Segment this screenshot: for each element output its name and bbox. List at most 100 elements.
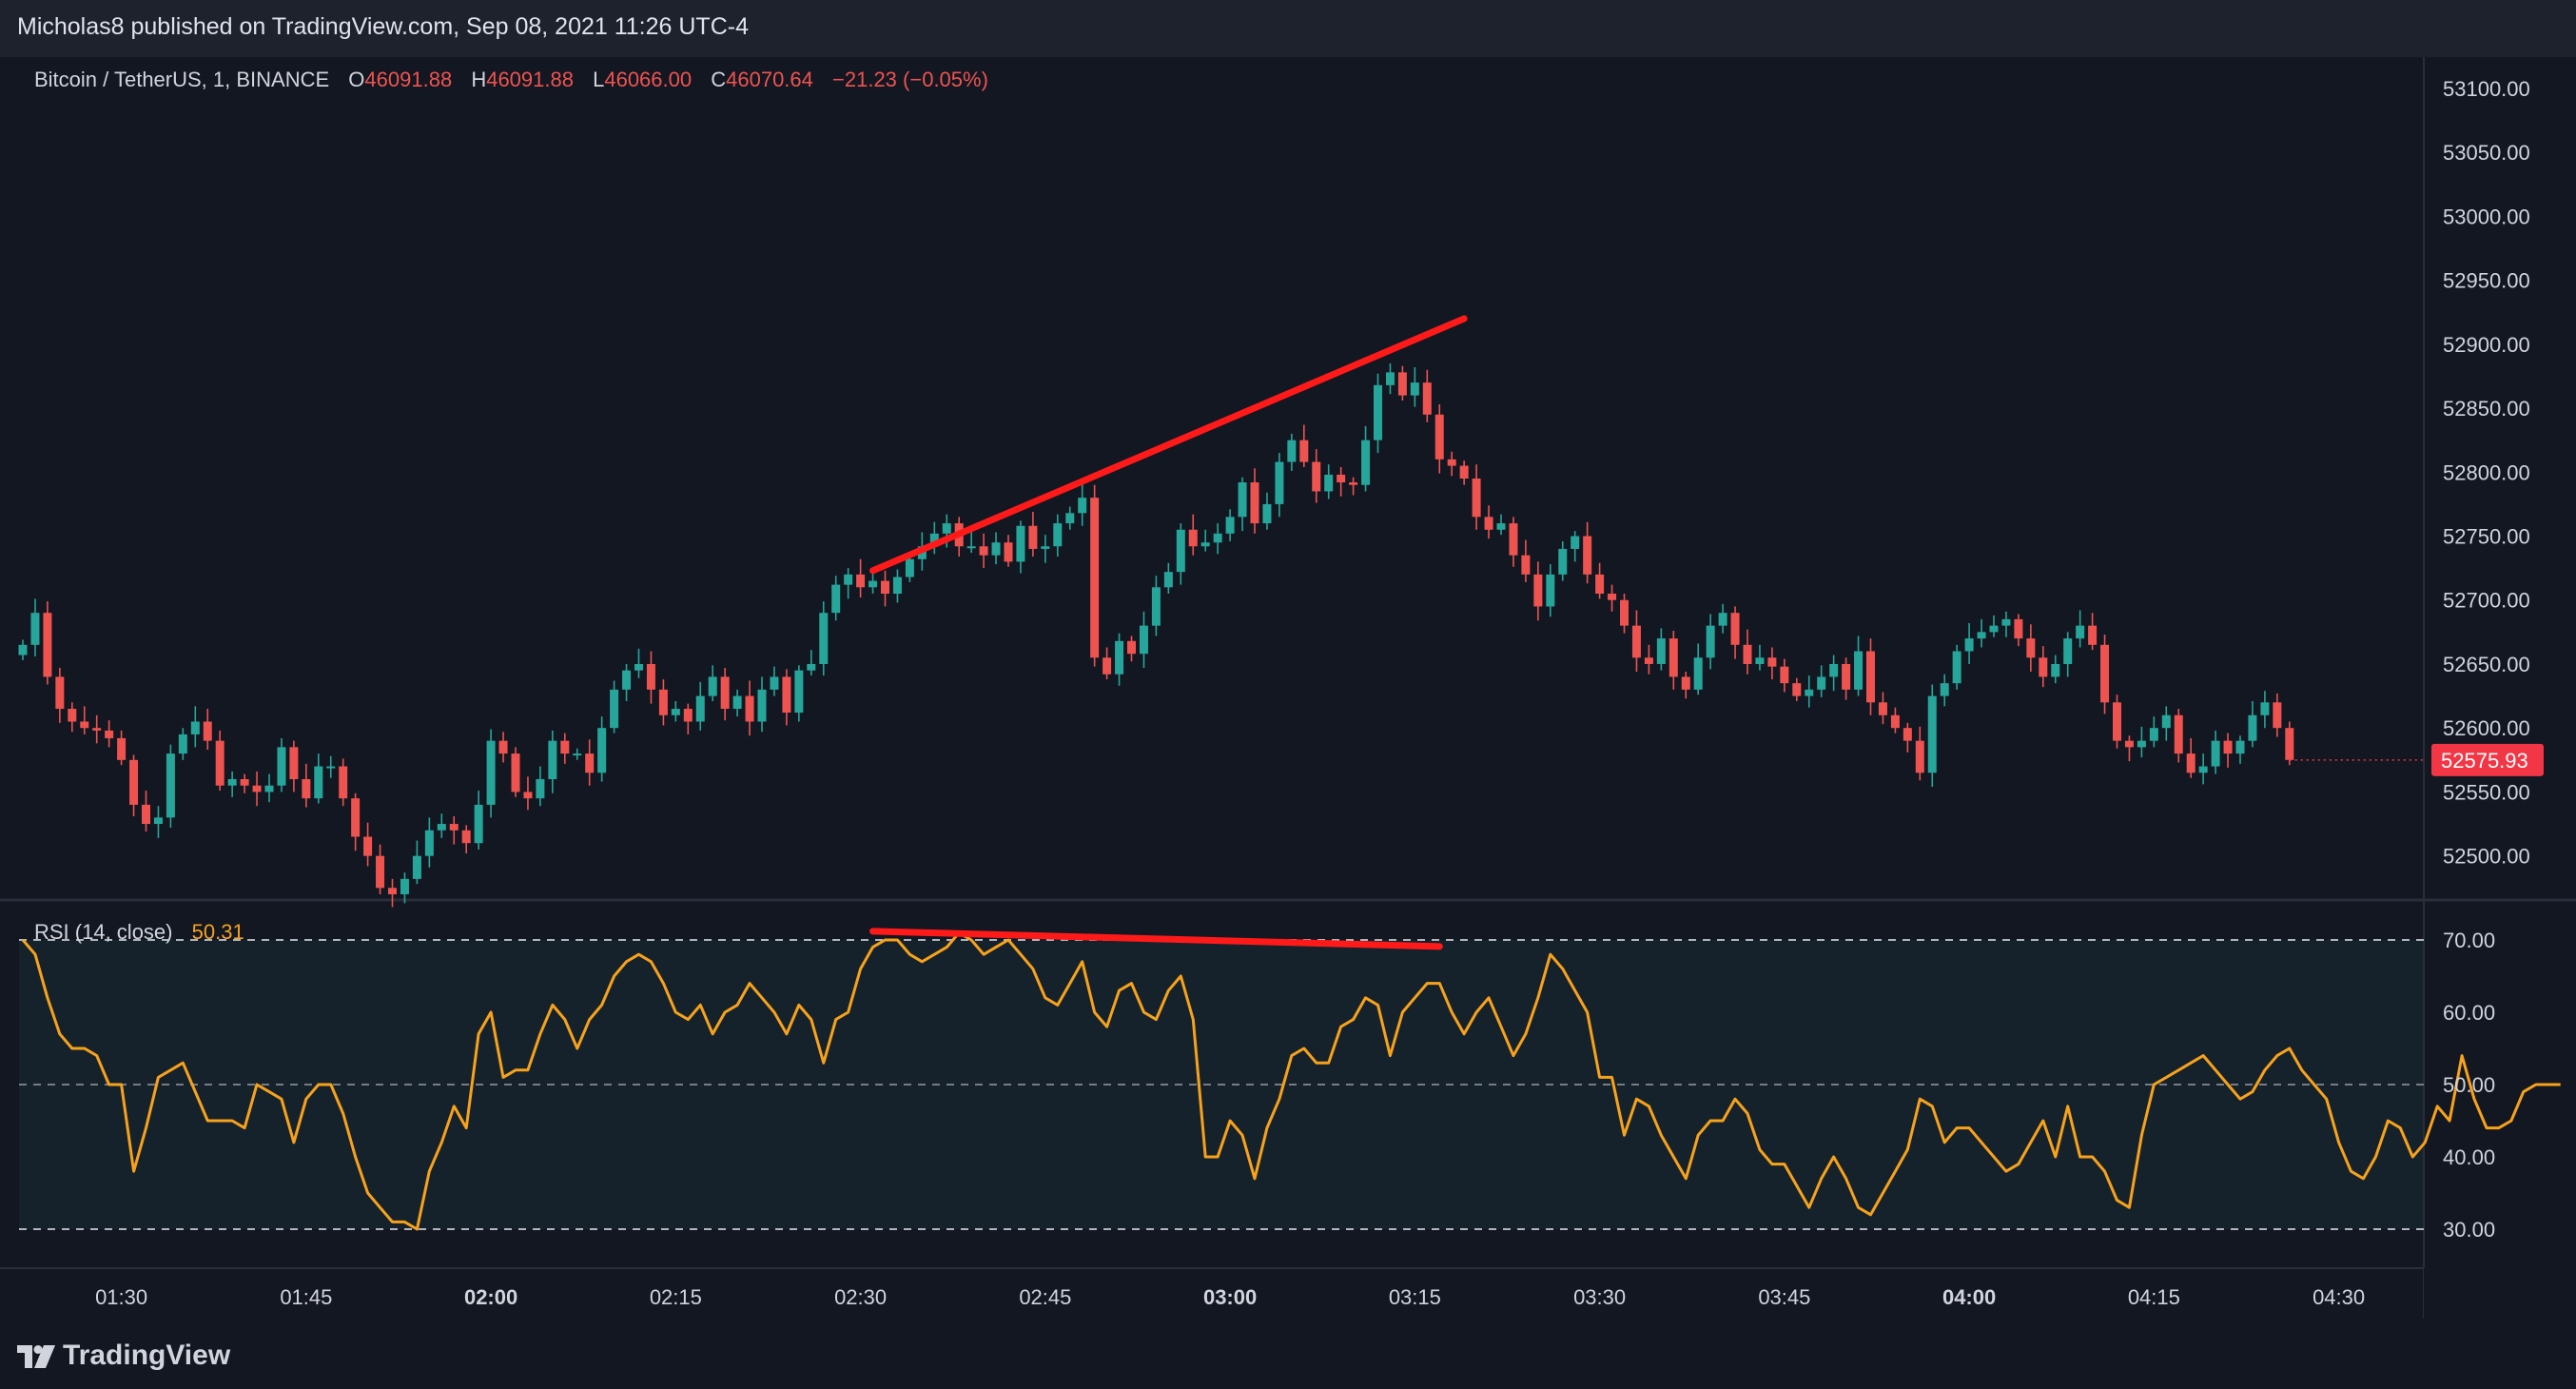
candle-body xyxy=(1669,638,1678,677)
candle-body xyxy=(979,546,988,556)
candle-body xyxy=(474,804,483,844)
candle-body xyxy=(227,778,237,786)
candle-body xyxy=(1583,536,1592,575)
candle-body xyxy=(153,817,163,825)
candle-body xyxy=(55,676,65,710)
candlestick-series xyxy=(18,362,2424,908)
candle-body xyxy=(1509,523,1518,556)
candle-body xyxy=(80,721,89,729)
candle-body xyxy=(1238,482,1247,518)
candle-body xyxy=(2186,753,2195,773)
candle-body xyxy=(1631,625,1641,658)
candle-body xyxy=(412,855,421,879)
candle-body xyxy=(597,728,607,773)
candle-body xyxy=(1964,638,1974,652)
candle-body xyxy=(166,753,175,818)
candle-body xyxy=(819,613,829,664)
candle-body xyxy=(1434,414,1444,460)
rsi-line xyxy=(21,930,2561,1231)
candle-body xyxy=(1546,574,1555,607)
rsi-axis[interactable]: 70.00 60.00 50.00 40.00 30.00 xyxy=(2443,929,2495,1242)
candle-body xyxy=(1176,529,1185,573)
candle-body xyxy=(1090,498,1100,658)
price-tick-label: 52800.00 xyxy=(2443,460,2530,484)
candle-body xyxy=(240,778,249,786)
candle-body xyxy=(1989,625,1999,633)
candle-body xyxy=(1681,676,1690,690)
price-trendline[interactable] xyxy=(869,315,1468,575)
candle-body xyxy=(498,740,508,754)
candle-body xyxy=(376,855,385,889)
candle-body xyxy=(622,670,632,690)
candle-body xyxy=(646,663,655,690)
time-axis[interactable]: 01:30 01:45 02:00 02:15 02:30 02:45 03:00 03:15… xyxy=(95,1285,2365,1309)
candle-body xyxy=(1755,657,1765,664)
candle-body xyxy=(1620,599,1629,626)
rsi-trendline[interactable] xyxy=(869,928,1443,950)
candle-body xyxy=(264,785,274,792)
candle-body xyxy=(782,676,791,714)
price-axis[interactable]: 53100.00 53050.00 53000.00 52950.00 52900.00… xyxy=(2443,77,2530,869)
chart-area[interactable]: 53100.00 53050.00 53000.00 52950.00 52900.00… xyxy=(0,57,2576,1319)
candle-body xyxy=(966,546,976,549)
candle-body xyxy=(942,523,951,534)
candle-body xyxy=(1730,613,1740,645)
footer: TradingView xyxy=(0,1319,2576,1389)
price-tick-label: 52500.00 xyxy=(2443,845,2530,869)
candle-body xyxy=(2051,663,2060,677)
candle-body xyxy=(1644,657,1653,664)
candle-body xyxy=(1866,651,1875,703)
candle-body xyxy=(2001,618,2011,626)
candle-body xyxy=(2039,657,2048,677)
price-tick-label: 52550.00 xyxy=(2443,780,2530,804)
candle-body xyxy=(1484,517,1493,530)
candle-body xyxy=(770,676,779,690)
candle-body xyxy=(1915,740,1924,773)
candle-body xyxy=(720,676,730,710)
publisher-line: Micholas8 published on TradingView.com, … xyxy=(17,13,749,40)
candle-body xyxy=(1496,523,1506,530)
candle-body xyxy=(1041,546,1050,549)
price-tick-label: 52600.00 xyxy=(2443,716,2530,740)
candle-body xyxy=(1065,513,1075,524)
candle-body xyxy=(2088,625,2098,645)
candle-body xyxy=(1422,382,1432,415)
candle-body xyxy=(807,663,816,671)
candle-body xyxy=(178,734,187,754)
candle-body xyxy=(2198,766,2208,773)
candle-body xyxy=(2174,714,2183,754)
main-legend: Bitcoin / TetherUS, 1, BINANCE O46091.88… xyxy=(34,68,988,91)
price-tick-label: 52700.00 xyxy=(2443,589,2530,613)
last-price-badge: 52575.93 xyxy=(2431,743,2544,776)
legend-l-label: L xyxy=(593,68,604,91)
candle-body xyxy=(1595,574,1605,595)
candle-body xyxy=(1385,372,1395,385)
candle-body xyxy=(523,792,533,799)
candle-body xyxy=(844,574,853,585)
candle-body xyxy=(1854,651,1864,690)
legend-c-value: 46070.64 xyxy=(726,68,813,91)
candle-body xyxy=(1792,683,1802,696)
time-tick-label: 03:45 xyxy=(1758,1285,1810,1309)
candle-body xyxy=(1767,657,1777,667)
legend-c-label: C xyxy=(711,68,726,91)
candle-body xyxy=(2100,644,2110,703)
trendlines[interactable] xyxy=(869,315,1468,950)
candle-body xyxy=(536,778,545,799)
rsi-legend-name: RSI (14, close) xyxy=(34,920,173,944)
candle-body xyxy=(1324,474,1334,492)
candle-body xyxy=(1656,638,1666,664)
candle-body xyxy=(1693,657,1703,690)
candle-body xyxy=(1952,651,1961,684)
candle-body xyxy=(745,695,754,722)
candle-body xyxy=(117,737,127,760)
rsi-series xyxy=(21,930,2561,1231)
candle-body xyxy=(2014,618,2023,639)
legend-h-value: 46091.88 xyxy=(486,68,574,91)
time-tick-label: 04:00 xyxy=(1942,1285,1996,1309)
candle-body xyxy=(2076,625,2085,639)
candle-body xyxy=(708,676,717,696)
candle-body xyxy=(1275,461,1284,504)
candle-body xyxy=(634,663,643,671)
price-badge-bg xyxy=(2431,743,2544,776)
